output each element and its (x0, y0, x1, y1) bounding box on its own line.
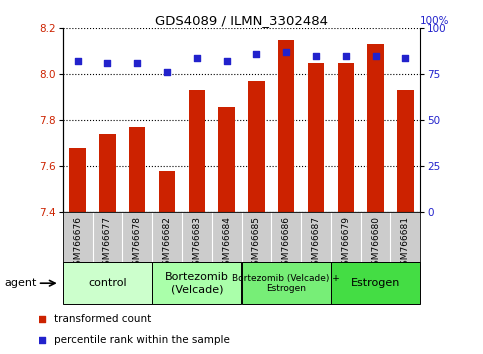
Bar (278, 40, 294, 212)
Point (38, 337, 46, 343)
Title: GDS4089 / ILMN_3302484: GDS4089 / ILMN_3302484 (155, 14, 328, 27)
Bar (331, 262, 420, 304)
Point (163, 70, 171, 75)
Point (372, 53, 380, 59)
Text: GSM766682: GSM766682 (163, 216, 171, 271)
Text: agent: agent (5, 278, 37, 288)
Point (282, 50, 290, 55)
Bar (397, 91, 413, 212)
Bar (368, 45, 384, 212)
Text: GSM766687: GSM766687 (312, 216, 320, 272)
Point (223, 59, 230, 64)
Text: GSM766685: GSM766685 (252, 216, 261, 272)
Bar (70, 148, 86, 212)
Bar (242, 262, 331, 304)
Point (193, 55, 201, 61)
Text: GSM766677: GSM766677 (103, 216, 112, 272)
Text: Bortezomib
(Velcade): Bortezomib (Velcade) (165, 272, 229, 294)
Text: transformed count: transformed count (54, 314, 151, 324)
Point (38, 316, 46, 321)
Bar (308, 63, 324, 212)
Text: GSM766676: GSM766676 (73, 216, 82, 272)
Point (74, 59, 82, 64)
Text: control: control (88, 278, 127, 288)
Bar (63, 262, 152, 304)
Bar (248, 81, 265, 212)
Point (312, 53, 320, 59)
Point (401, 55, 409, 61)
Bar (218, 107, 235, 212)
Text: Bortezomib (Velcade) +
Estrogen: Bortezomib (Velcade) + Estrogen (232, 274, 340, 293)
Point (253, 51, 260, 57)
Text: 100%: 100% (420, 17, 450, 27)
Bar (159, 171, 175, 212)
Point (133, 61, 141, 66)
Point (342, 53, 350, 59)
Text: GSM766680: GSM766680 (371, 216, 380, 272)
Text: GSM766681: GSM766681 (401, 216, 410, 272)
Bar (152, 262, 242, 304)
Text: Estrogen: Estrogen (351, 278, 400, 288)
Text: GSM766683: GSM766683 (192, 216, 201, 272)
Text: GSM766679: GSM766679 (341, 216, 350, 272)
Bar (338, 63, 354, 212)
Bar (99, 134, 115, 212)
Point (104, 61, 112, 66)
Text: GSM766678: GSM766678 (133, 216, 142, 272)
Text: GSM766684: GSM766684 (222, 216, 231, 271)
Text: percentile rank within the sample: percentile rank within the sample (54, 335, 230, 345)
Bar (129, 127, 145, 212)
Text: GSM766686: GSM766686 (282, 216, 291, 272)
Bar (189, 91, 205, 212)
